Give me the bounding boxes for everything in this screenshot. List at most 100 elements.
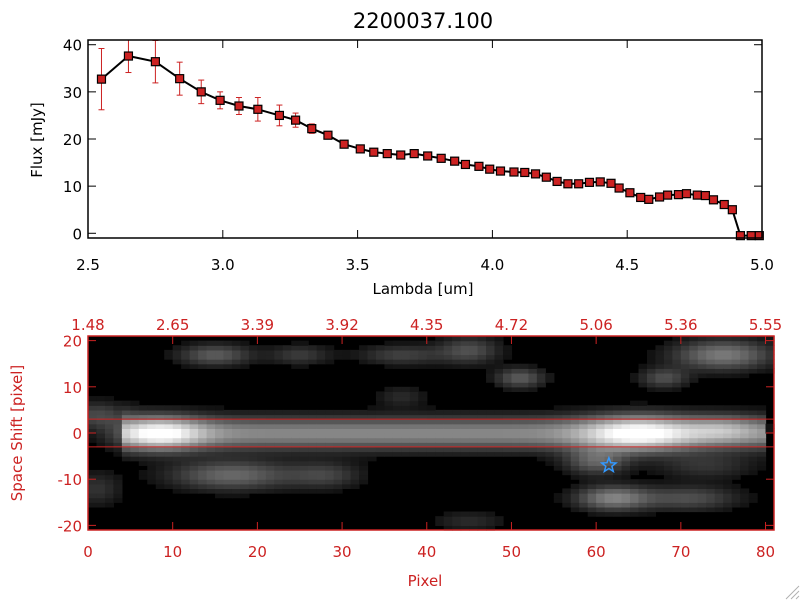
image-pixel (409, 405, 419, 411)
image-pixel (375, 428, 386, 434)
image-pixel (189, 474, 199, 480)
image-pixel (104, 400, 115, 406)
image-pixel (706, 340, 716, 346)
image-pixel (96, 433, 106, 439)
image-pixel (257, 465, 267, 471)
image-pixel (486, 433, 496, 439)
image-pixel (570, 405, 580, 411)
image-pixel (443, 516, 453, 522)
image-pixel (155, 483, 165, 490)
image-pixel (646, 382, 657, 388)
image-pixel (401, 396, 411, 402)
image-pixel (613, 460, 623, 466)
image-pixel (460, 340, 470, 346)
image-pixel (723, 419, 733, 425)
image-pixel (88, 502, 98, 508)
image-pixel (231, 354, 242, 360)
image-pixel (646, 409, 657, 416)
image-pixel (723, 465, 733, 471)
image-pixel (748, 428, 758, 434)
image-pixel (392, 363, 402, 369)
image-pixel (426, 428, 436, 434)
image-pixel (570, 469, 580, 476)
data-point (719, 199, 729, 210)
image-pixel (104, 442, 115, 448)
image-pixel (164, 428, 174, 434)
image-pixel (291, 488, 301, 494)
image-pixel (274, 437, 284, 443)
image-pixel (723, 372, 733, 379)
x-tick-label: 30 (333, 543, 352, 561)
image-pixel (723, 414, 733, 420)
image-pixel (655, 460, 665, 466)
image-pixel (350, 456, 360, 462)
image-pixel (528, 428, 538, 434)
image-pixel (663, 405, 673, 411)
image-pixel (215, 446, 225, 453)
image-pixel (181, 414, 191, 420)
image-pixel (299, 345, 309, 351)
image-pixel (680, 474, 690, 480)
image-pixel (545, 451, 555, 457)
image-pixel (757, 405, 767, 411)
image-pixel (223, 363, 233, 369)
image-pixel (630, 428, 640, 434)
spectral-image-plot: 1.48 2.65 3.39 3.92 4.35 4.72 5.06 5.36 5.55 0 10… (8, 316, 782, 590)
image-pixel (697, 423, 707, 429)
wavelength-tick-label: 5.55 (749, 316, 782, 334)
image-pixel (342, 469, 352, 476)
data-point (396, 150, 406, 160)
image-pixel (452, 354, 462, 360)
image-pixel (604, 419, 614, 425)
image-pixel (375, 391, 386, 397)
image-pixel (121, 428, 131, 434)
image-pixel (748, 456, 758, 462)
image-pixel (392, 409, 402, 416)
image-pixel (672, 446, 682, 453)
image-pixel (469, 349, 479, 356)
image-pixel (731, 354, 741, 360)
data-point (460, 159, 471, 170)
image-pixel (181, 423, 191, 429)
image-pixel (248, 460, 258, 466)
image-pixel (723, 469, 733, 476)
image-pixel (579, 506, 589, 513)
image-pixel (223, 437, 233, 443)
image-pixel (240, 460, 250, 466)
image-pixel (672, 336, 682, 342)
image-pixel (223, 442, 233, 448)
image-pixel (375, 437, 386, 443)
image-pixel (613, 442, 623, 448)
image-pixel (621, 442, 631, 448)
image-pixel (299, 451, 309, 457)
x-axis-label: Pixel (408, 572, 443, 590)
data-point (754, 231, 764, 241)
image-pixel (460, 349, 470, 356)
image-pixel (486, 340, 496, 346)
image-pixel (706, 414, 716, 420)
image-pixel (426, 340, 436, 346)
image-pixel (189, 479, 199, 485)
image-pixel (748, 359, 758, 365)
image-pixel (88, 409, 98, 416)
image-pixel (630, 446, 640, 453)
image-pixel (138, 437, 148, 443)
image-pixel (248, 349, 258, 356)
image-pixel (299, 414, 309, 420)
image-pixel (587, 465, 597, 471)
resize-grip-icon[interactable] (785, 585, 800, 600)
image-pixel (384, 340, 394, 346)
image-pixel (181, 437, 191, 443)
image-pixel (748, 442, 758, 448)
data-point (520, 167, 530, 178)
image-pixel (672, 405, 682, 411)
image-pixel (147, 442, 157, 448)
image-pixel (689, 354, 699, 360)
image-pixel (731, 474, 741, 480)
heatmap-cells (88, 336, 775, 531)
image-pixel (604, 451, 614, 457)
image-pixel (257, 451, 267, 457)
image-pixel (282, 345, 292, 351)
image-pixel (443, 446, 453, 453)
image-pixel (96, 502, 106, 508)
